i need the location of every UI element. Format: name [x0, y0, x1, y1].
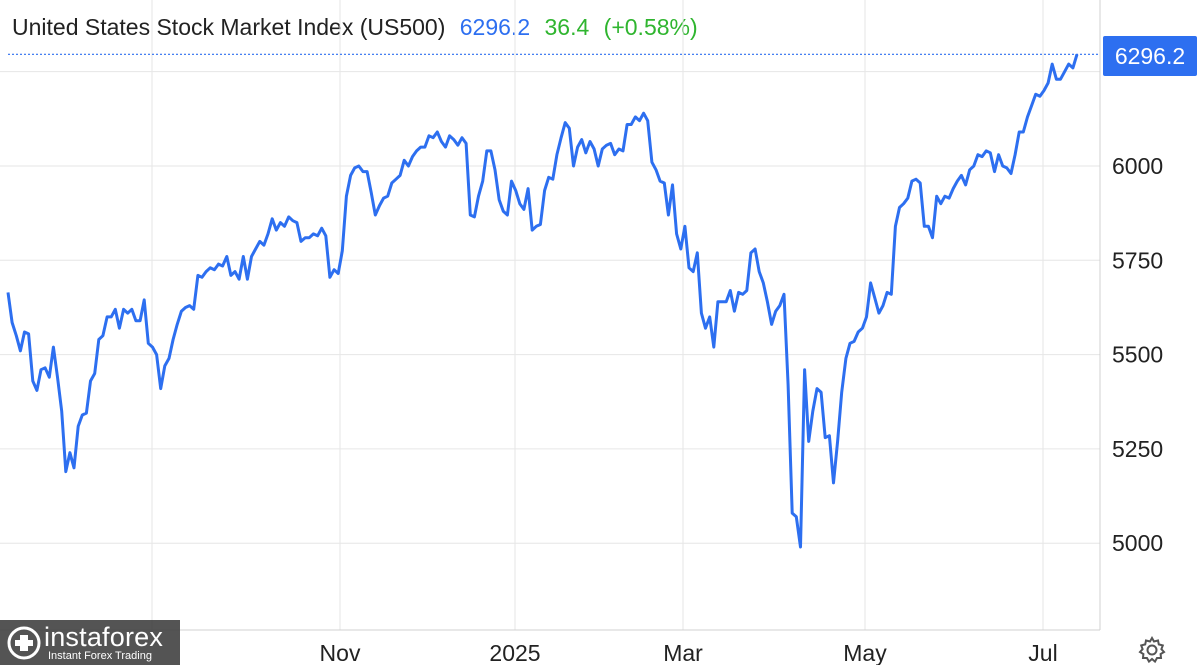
- grid: [0, 0, 1100, 630]
- logo-tagline: Instant Forex Trading: [48, 650, 152, 662]
- chart-header: United States Stock Market Index (US500)…: [12, 14, 706, 41]
- price-series-line[interactable]: [6, 53, 1079, 549]
- instaforex-logo: instaforex Instant Forex Trading: [0, 620, 180, 665]
- chart-title: United States Stock Market Index (US500): [12, 14, 446, 40]
- y-tick-label: 6000: [1112, 153, 1163, 179]
- x-tick-label: Mar: [663, 640, 703, 665]
- last-price-badge: 6296.2: [1103, 36, 1197, 76]
- y-tick-label: 5000: [1112, 530, 1163, 556]
- y-tick-label: 5250: [1112, 436, 1163, 462]
- price-change: 36.4: [544, 14, 590, 40]
- price-change-percent: (+0.58%): [603, 14, 698, 40]
- y-axis-ticks: 5000 5250 5500 5750 6000: [1112, 153, 1163, 556]
- x-tick-label: Jul: [1028, 640, 1057, 665]
- current-price: 6296.2: [459, 14, 531, 40]
- instaforex-logo-mark-icon: [7, 626, 41, 660]
- x-tick-label: Nov: [320, 640, 361, 665]
- gear-icon[interactable]: [1138, 636, 1166, 664]
- x-tick-label: May: [843, 640, 887, 665]
- x-tick-label: 2025: [489, 640, 540, 665]
- y-tick-label: 5750: [1112, 247, 1163, 273]
- y-tick-label: 5500: [1112, 342, 1163, 368]
- logo-name: instaforex: [44, 622, 164, 652]
- x-axis-ticks: Nov 2025 Mar May Jul: [320, 640, 1058, 665]
